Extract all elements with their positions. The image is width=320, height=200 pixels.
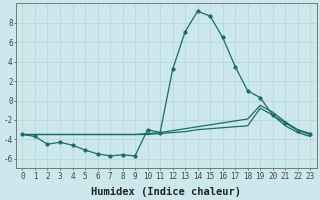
X-axis label: Humidex (Indice chaleur): Humidex (Indice chaleur) xyxy=(92,186,241,197)
